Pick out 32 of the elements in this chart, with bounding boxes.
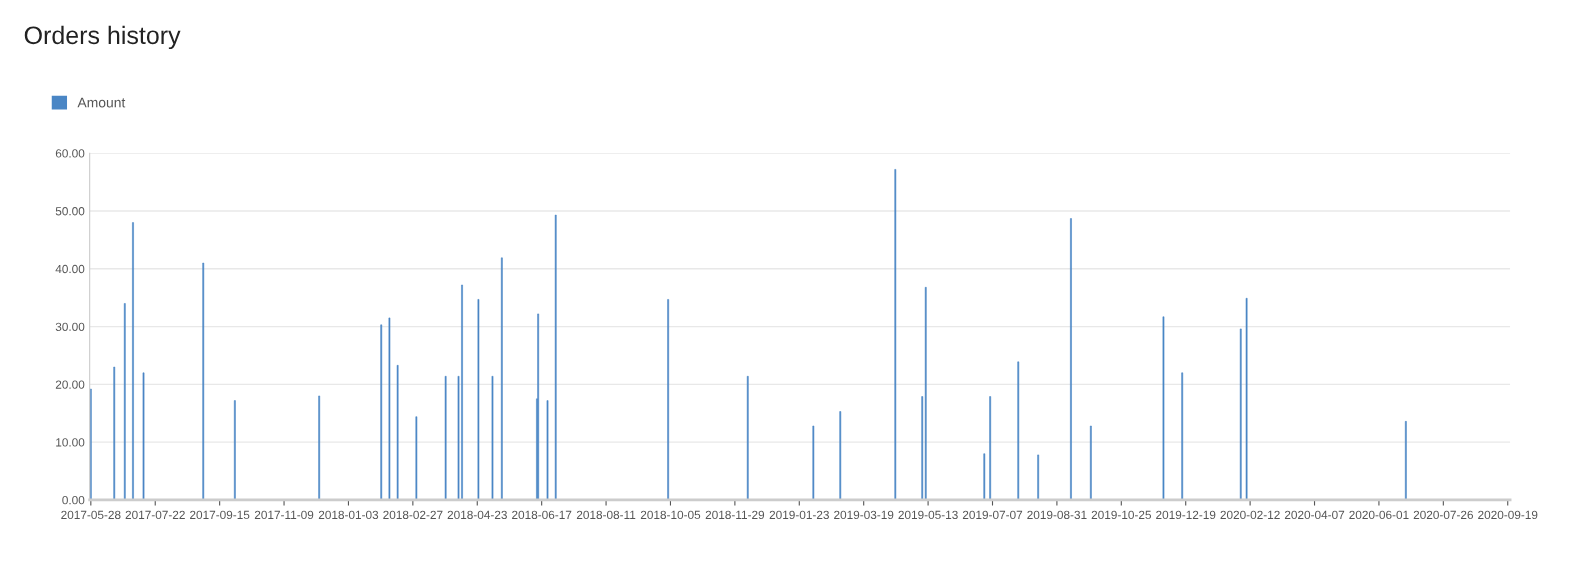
x-tick-label: 2019-05-13 bbox=[898, 510, 958, 520]
legend-label: Amount bbox=[77, 97, 126, 108]
x-tick-label: 2018-08-11 bbox=[576, 510, 636, 520]
y-tick-label: 60.00 bbox=[55, 149, 85, 158]
x-tick-label: 2018-01-03 bbox=[318, 510, 379, 520]
y-tick-label: 20.00 bbox=[55, 380, 85, 389]
x-tick-label: 2017-09-15 bbox=[190, 510, 250, 520]
x-tick-label: 2017-05-28 bbox=[61, 510, 121, 520]
chart-title: Orders history bbox=[24, 25, 181, 50]
x-tick-label: 2019-03-19 bbox=[834, 510, 894, 520]
x-tick-label: 2019-12-19 bbox=[1156, 510, 1216, 520]
x-tick-label: 2017-07-22 bbox=[125, 510, 185, 520]
y-tick-label: 30.00 bbox=[55, 322, 85, 331]
x-tick-label: 2018-11-29 bbox=[705, 510, 765, 520]
x-tick-label: 2020-02-12 bbox=[1220, 510, 1280, 520]
y-tick-label: 40.00 bbox=[55, 264, 85, 274]
x-tick-label: 2018-06-17 bbox=[512, 510, 572, 520]
x-tick-label: 2020-06-01 bbox=[1349, 510, 1409, 520]
x-tick-label: 2020-04-07 bbox=[1284, 510, 1345, 520]
y-tick-label: 0.00 bbox=[62, 496, 85, 505]
x-tick-label: 2019-10-25 bbox=[1091, 510, 1152, 520]
x-tick-label: 2019-01-23 bbox=[769, 510, 829, 520]
x-tick-label: 2020-09-19 bbox=[1478, 510, 1538, 520]
x-tick-label: 2018-04-23 bbox=[447, 510, 507, 520]
x-tick-label: 2017-11-09 bbox=[254, 510, 314, 520]
x-tick-label: 2019-08-31 bbox=[1027, 510, 1087, 520]
x-tick-label: 2020-07-26 bbox=[1413, 510, 1474, 520]
x-tick-label: 2018-02-27 bbox=[383, 510, 443, 520]
y-tick-label: 10.00 bbox=[56, 438, 85, 447]
x-tick-label: 2019-07-07 bbox=[962, 510, 1023, 520]
x-tick-label: 2018-10-05 bbox=[640, 510, 701, 520]
y-tick-label: 50.00 bbox=[55, 207, 85, 216]
